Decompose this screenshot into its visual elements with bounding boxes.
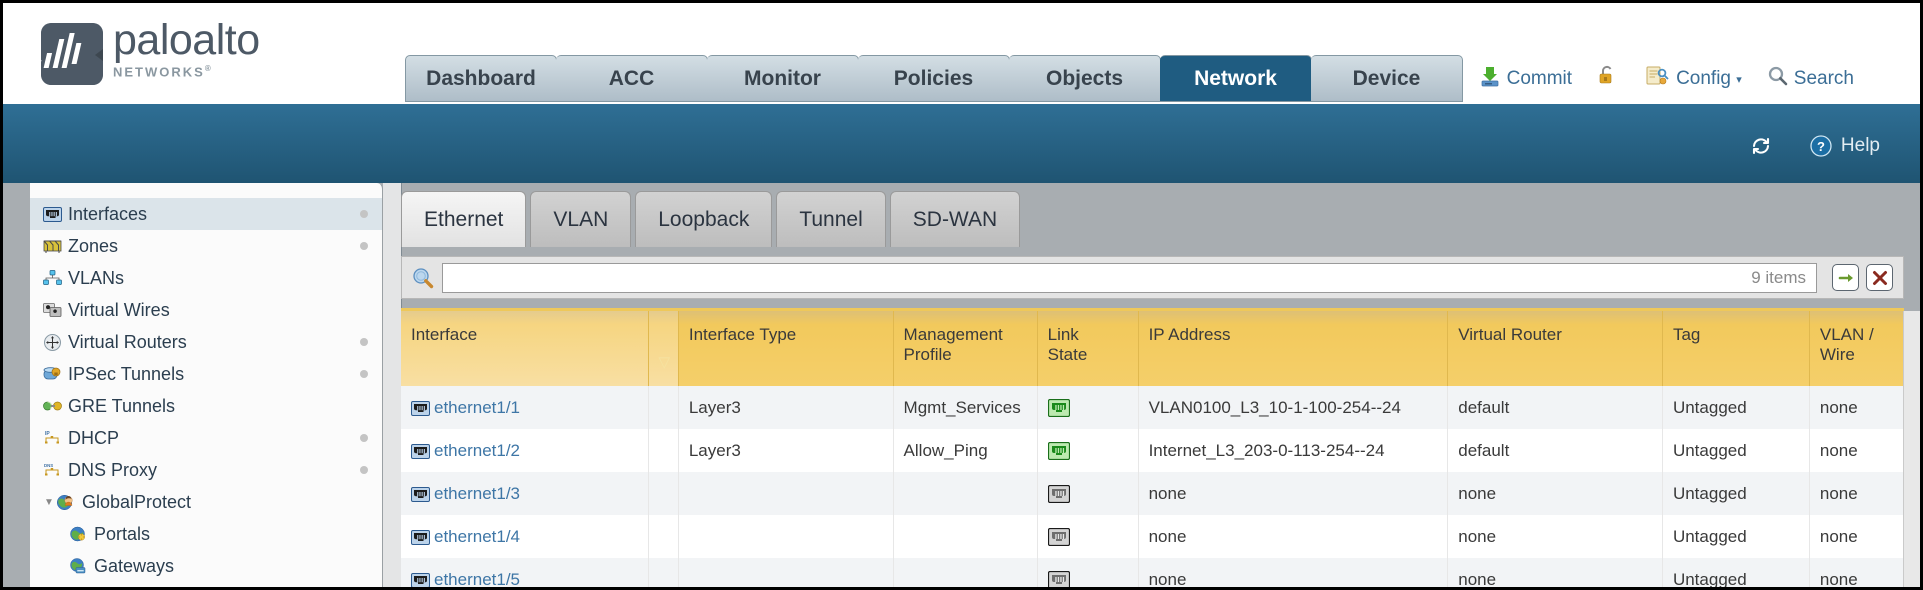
svg-text:DNS: DNS [44,463,53,468]
svg-text:IP: IP [45,431,50,437]
svg-text:?: ? [1817,139,1825,154]
